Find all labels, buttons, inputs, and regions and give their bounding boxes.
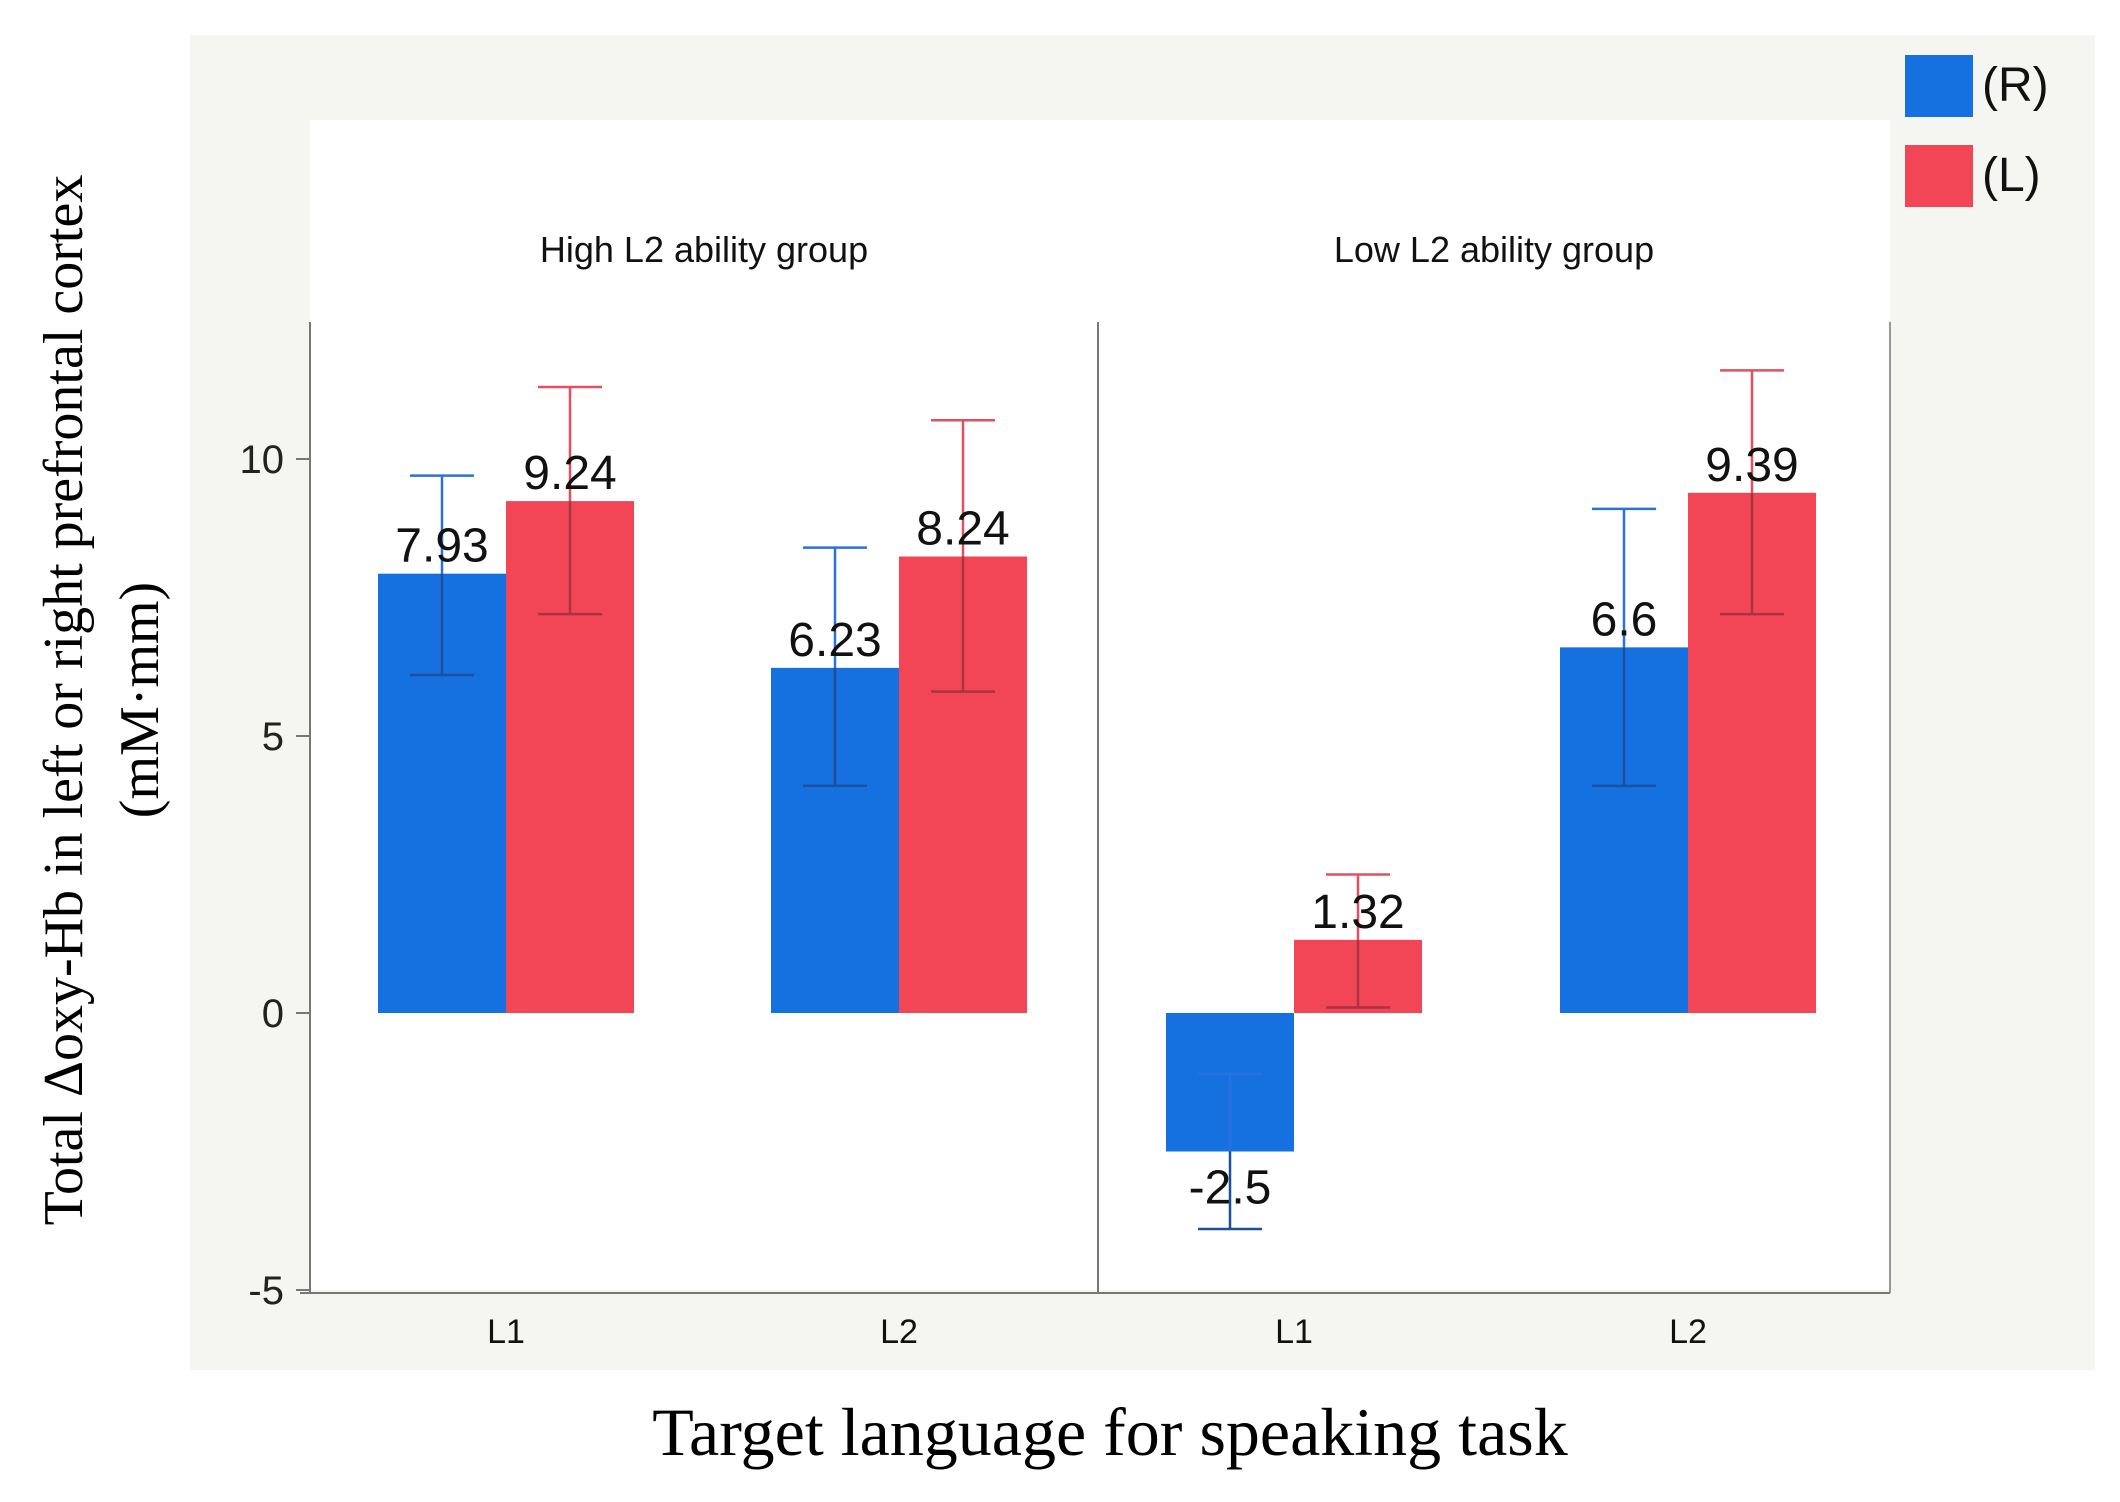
y-axis-label-line2: (mM·mm) xyxy=(109,582,171,818)
y-tick-label: 0 xyxy=(262,992,284,1036)
data-label: 1.32 xyxy=(1311,886,1404,939)
x-tick-label: L2 xyxy=(880,1313,918,1351)
data-label: 6.6 xyxy=(1591,593,1658,646)
legend-swatch xyxy=(1905,55,1973,117)
x-axis-label: Target language for speaking task xyxy=(652,1394,1567,1470)
y-axis-label-line1: Total Δoxy-Hb in left or right prefronta… xyxy=(33,175,95,1226)
panel-title: High L2 ability group xyxy=(540,229,868,270)
axes-layer: -5 0 5 10 xyxy=(240,322,1891,1313)
legend: (R) (L) xyxy=(1905,55,2049,207)
bars-layer xyxy=(378,369,1816,1231)
x-tick-label: L2 xyxy=(1669,1313,1707,1351)
labels-layer: High L2 ability group L1 7.93 9.24 L2 6.23 8.2… xyxy=(395,229,1798,1351)
data-label: 7.93 xyxy=(395,520,488,573)
data-label: 8.24 xyxy=(916,503,1009,556)
panel-title: Low L2 ability group xyxy=(1334,229,1654,270)
data-label: 9.24 xyxy=(523,447,616,500)
legend-label: (L) xyxy=(1982,149,2041,202)
data-label: -2.5 xyxy=(1189,1162,1272,1215)
data-label: 6.23 xyxy=(788,614,881,667)
x-tick-label: L1 xyxy=(487,1313,525,1351)
legend-swatch xyxy=(1905,145,1973,207)
legend-label: (R) xyxy=(1982,59,2049,112)
y-tick-label: 5 xyxy=(262,715,284,759)
y-tick-label: -5 xyxy=(248,1269,284,1313)
y-tick-label: 10 xyxy=(240,438,285,482)
x-tick-label: L1 xyxy=(1275,1313,1313,1351)
data-label: 9.39 xyxy=(1705,439,1798,492)
